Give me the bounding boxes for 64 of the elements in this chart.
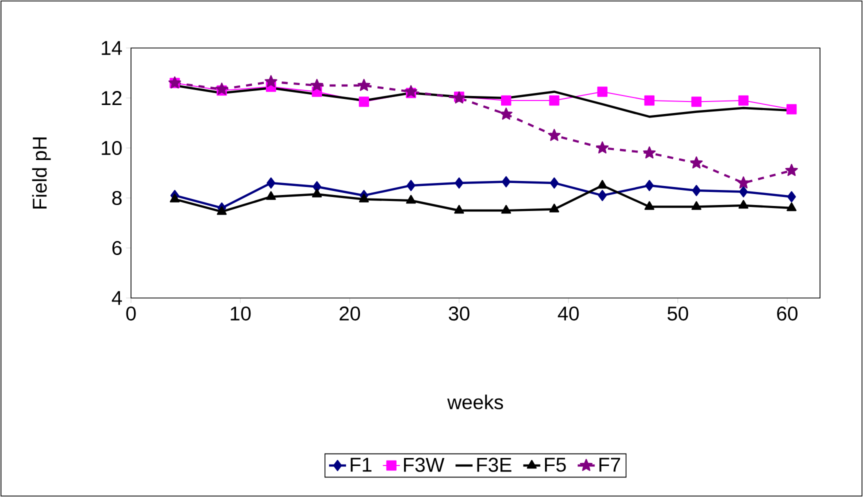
x-tick-label: 20 (340, 306, 360, 321)
point (500, 108, 512, 120)
point (358, 96, 370, 107)
x-tick-label: 30 (448, 306, 470, 321)
point (359, 194, 369, 202)
y-tick-label: 4 (112, 291, 122, 305)
point (264, 75, 278, 88)
point (645, 180, 654, 192)
point (406, 194, 416, 204)
point (691, 96, 702, 107)
point (644, 201, 654, 210)
point (787, 191, 796, 202)
y-tick-label: 14 (102, 41, 122, 55)
point (548, 128, 561, 141)
legend-label: F3W (404, 458, 444, 472)
point (216, 206, 227, 215)
legend-label: F7 (599, 458, 620, 472)
y-tick-label: 12 (102, 91, 122, 105)
point (738, 200, 748, 209)
y-tick-label: 6 (112, 240, 122, 256)
point (454, 204, 464, 214)
point (406, 180, 416, 192)
point (737, 176, 750, 188)
point (738, 95, 749, 106)
legend-label: F1 (350, 458, 372, 472)
point (692, 184, 701, 196)
point (266, 191, 276, 200)
point (549, 204, 560, 212)
point (597, 180, 608, 189)
point (454, 177, 464, 189)
x-axis-title: weeks (447, 394, 504, 410)
y-tick-label: 8 (112, 190, 122, 206)
point (215, 82, 228, 95)
point (501, 204, 512, 214)
point (786, 104, 797, 114)
point (598, 190, 607, 202)
point (310, 78, 324, 91)
point (266, 177, 276, 189)
y-axis-title: Field pH (32, 138, 51, 208)
point (550, 177, 559, 189)
x-tick-label: 50 (668, 306, 688, 321)
y-tick-label: 10 (102, 140, 122, 156)
point (643, 146, 656, 158)
legend-label: F3E (477, 458, 512, 472)
point (170, 194, 180, 202)
x-tick-label: 0 (126, 306, 136, 321)
x-tick-label: 40 (558, 306, 579, 321)
point (691, 201, 702, 210)
point (785, 164, 798, 176)
point (596, 141, 609, 154)
point (597, 86, 608, 97)
point (502, 176, 510, 188)
point (739, 186, 748, 198)
point (644, 95, 654, 106)
point (358, 78, 370, 91)
point (501, 95, 512, 106)
legend-label: F5 (545, 458, 566, 472)
x-tick-label: 60 (777, 306, 798, 321)
x-tick-label: 10 (230, 306, 251, 321)
point (549, 95, 560, 106)
point (404, 85, 418, 98)
point (690, 156, 703, 168)
point (786, 202, 797, 212)
point (312, 188, 322, 198)
